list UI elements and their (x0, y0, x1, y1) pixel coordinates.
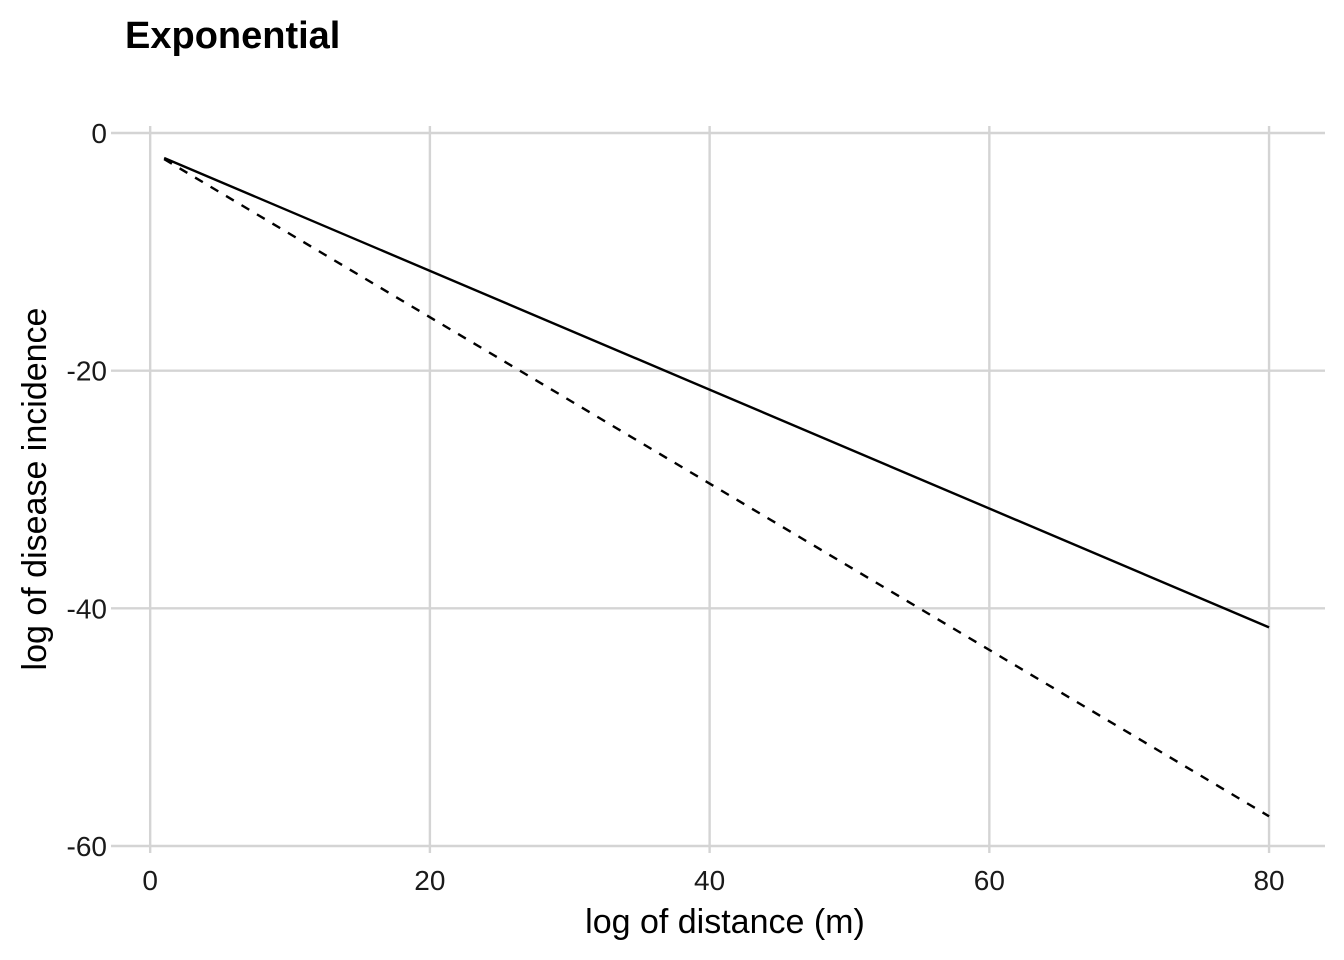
solid-series-line (163, 156, 1270, 629)
x-tick-label: 20 (414, 865, 445, 896)
y-tick-label: -40 (67, 593, 107, 624)
y-axis-title: log of disease incidence (16, 308, 54, 671)
x-tick-label: 80 (1253, 865, 1284, 896)
chart-title: Exponential (125, 15, 341, 57)
y-tick-label: 0 (91, 118, 107, 149)
series-lines (163, 156, 1270, 818)
y-tick-label: -60 (67, 831, 107, 862)
x-tick-label: 0 (142, 865, 158, 896)
y-axis-tick-labels: 0 -20 -40 -60 (67, 118, 107, 862)
x-axis-title: log of distance (m) (585, 903, 865, 941)
y-tick-label: -20 (67, 356, 107, 387)
dashed-series-line (163, 158, 1270, 818)
x-tick-label: 40 (694, 865, 725, 896)
grid-lines (111, 126, 1325, 853)
x-axis-tick-labels: 0 20 40 60 80 (142, 865, 1284, 896)
x-tick-label: 60 (974, 865, 1005, 896)
